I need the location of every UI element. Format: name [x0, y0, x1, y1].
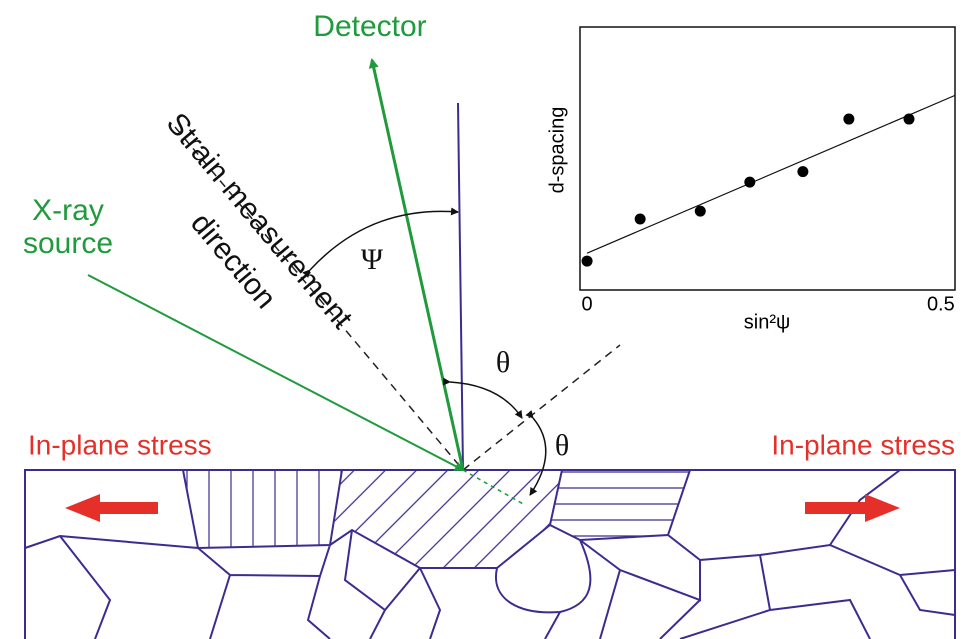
x-tick-label: 0.5 [927, 293, 955, 315]
psi-label: Ψ [361, 243, 384, 276]
grain-boundaries [24, 469, 956, 639]
x-tick-label: 0 [582, 293, 593, 315]
theta-arc-upper [442, 377, 523, 419]
fit-line [586, 94, 956, 254]
stress-arrow-right [805, 494, 900, 522]
y-axis-label: d-spacing [546, 107, 568, 194]
grain-vertical [183, 470, 342, 548]
stress-label: In-plane stress [28, 429, 212, 460]
data-point [694, 205, 706, 217]
stress-arrow-left [65, 494, 158, 522]
xray-beam [87, 274, 465, 471]
bisector-line [462, 344, 621, 471]
stress-label: In-plane stress [771, 429, 955, 460]
xray-label: X-ray [32, 194, 104, 227]
theta-arc-lower [525, 410, 547, 496]
xray-label: source [23, 227, 113, 260]
data-point [797, 166, 809, 178]
detector-label: Detector [313, 10, 426, 43]
x-axis-label: sin²ψ [744, 311, 790, 333]
inset-chart: sin²ψ d-spacing 0 0.5 [546, 26, 956, 333]
theta-label: θ [496, 346, 510, 379]
surface-normal [457, 102, 464, 471]
substrate [24, 469, 956, 639]
detector-beam [368, 58, 465, 471]
data-point [744, 176, 756, 188]
substrate-outline [24, 469, 956, 639]
data-point [634, 213, 646, 225]
beam-extension [462, 469, 526, 506]
data-point [581, 255, 593, 267]
psi-arc [302, 207, 459, 278]
theta-label: θ [555, 429, 569, 462]
strain-direction-line [174, 126, 464, 471]
grain-diagonal [330, 470, 562, 568]
plot-frame [579, 26, 956, 291]
data-point [903, 113, 915, 125]
data-point [843, 113, 855, 125]
grain-horizontal [550, 470, 690, 540]
